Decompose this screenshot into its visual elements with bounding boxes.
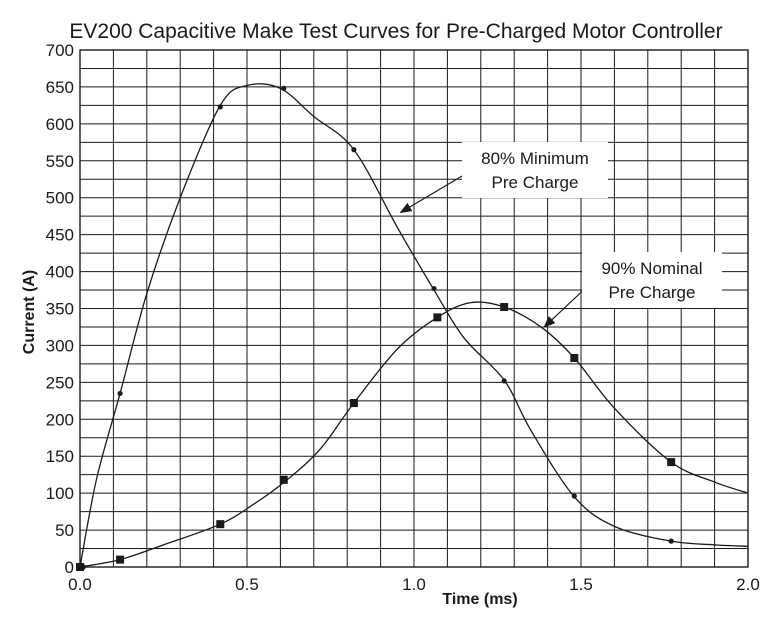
annotation-arrow [399,175,463,214]
data-point-circle [431,285,437,292]
y-tick-label: 450 [46,226,74,245]
markers-group [76,85,676,571]
y-tick-label: 0 [65,558,74,577]
data-point-square [116,555,125,564]
annotation-text: 80% Minimum [481,149,589,168]
data-point-square [349,399,358,408]
y-axis-label: Current (A) [21,270,38,354]
annotation-box [582,252,722,308]
y-tick-label: 650 [46,78,74,97]
data-point-circle [217,104,223,110]
y-tick-label: 600 [46,115,74,134]
plot-frame [79,49,749,568]
data-point-circle [501,378,507,384]
chart-title: EV200 Capacitive Make Test Curves for Pr… [69,20,722,43]
data-point-circle [117,390,123,397]
x-tick-label: 0.0 [68,575,92,594]
annotation-box [462,142,608,198]
y-tick-label: 100 [46,484,74,503]
y-tick-label: 50 [55,521,74,540]
y-tick-label: 550 [46,152,74,171]
data-point-square [667,458,676,467]
data-point-circle [571,493,577,499]
y-tick-label: 300 [46,336,74,355]
annotation-text: Pre Charge [609,283,696,302]
data-point-square [570,353,579,362]
y-tick-label: 350 [46,300,74,319]
y-tick-label: 700 [46,41,74,60]
data-point-square [216,520,225,529]
data-point-square [500,303,509,312]
data-point-circle [351,147,357,153]
grid [79,49,749,568]
tick-labels: 0 50 100 150 200 250 300 350 400 450 500 550 600 650 7… [46,41,760,594]
data-point-square [433,313,442,322]
x-tick-label: 1.5 [569,575,593,594]
data-point-circle [668,538,674,544]
y-tick-label: 250 [46,373,74,392]
data-point-square [279,475,288,484]
y-tick-label: 400 [46,263,74,282]
annotation-text: 90% Nominal [601,259,702,278]
data-point-circle [281,85,287,92]
annotations-group: 80% Minimum Pre Charge 90% Nominal Pre Char… [399,142,722,328]
data-point-square [76,563,84,571]
y-tick-label: 150 [46,447,74,466]
x-axis-label: Time (ms) [442,591,517,608]
y-tick-label: 200 [46,410,74,429]
x-tick-label: 1.0 [402,575,426,594]
y-tick-label: 500 [46,189,74,208]
x-tick-label: 0.5 [235,575,259,594]
x-tick-label: 2.0 [736,575,760,594]
annotation-text: Pre Charge [492,173,579,192]
